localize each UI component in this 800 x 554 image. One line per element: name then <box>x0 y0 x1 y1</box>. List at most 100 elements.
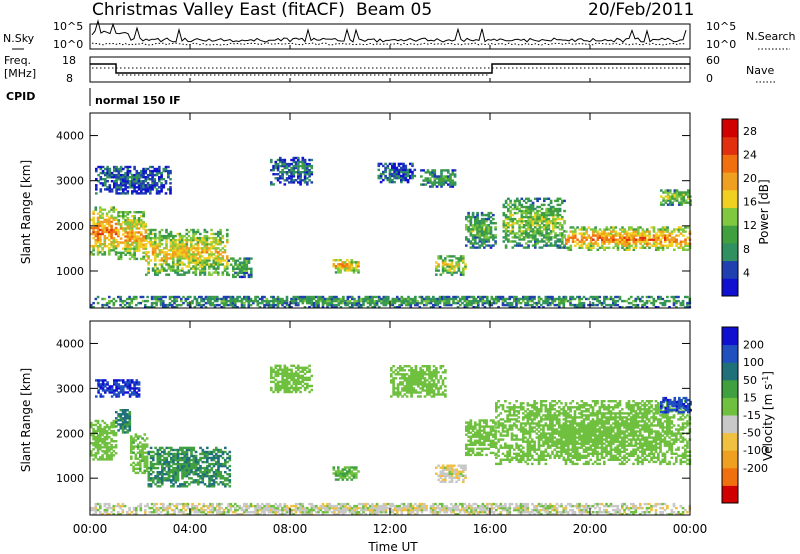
echo-cell <box>543 236 546 239</box>
echo-cell <box>534 226 537 229</box>
echo-cell <box>306 376 309 380</box>
echo-cell <box>362 297 365 301</box>
echo-cell <box>131 180 134 183</box>
echo-cell <box>185 475 189 478</box>
echo-cell <box>226 261 229 264</box>
echo-cell <box>201 450 205 454</box>
echo-cell <box>444 269 447 272</box>
echo-cell <box>616 232 620 235</box>
echo-cell <box>217 259 220 262</box>
echo-cell <box>587 303 590 307</box>
echo-cell <box>545 232 548 235</box>
echo-cell <box>643 238 647 241</box>
echo-cell <box>161 471 164 474</box>
echo-cell <box>407 297 410 301</box>
echo-cell <box>113 186 116 189</box>
echo-cell <box>215 446 218 450</box>
echo-cell <box>160 259 164 262</box>
echo-cell <box>360 306 363 309</box>
echo-cell <box>126 301 129 305</box>
echo-cell <box>283 380 287 384</box>
echo-cell <box>162 186 166 189</box>
echo-cell <box>265 299 269 303</box>
echo-cell <box>290 306 293 309</box>
echo-cell <box>224 458 227 462</box>
echo-cell <box>337 478 340 481</box>
echo-cell <box>156 448 160 452</box>
echo-cell <box>112 210 116 213</box>
echo-cell <box>400 166 403 170</box>
echo-cell <box>114 232 118 236</box>
echo-cell <box>194 255 198 258</box>
echo-cell <box>112 245 116 248</box>
echo-cell <box>308 164 311 168</box>
echo-cell <box>509 217 512 221</box>
echo-cell <box>198 303 201 307</box>
echo-cell <box>155 303 158 307</box>
echo-cell <box>119 169 123 173</box>
echo-cell <box>405 297 408 301</box>
echo-cell <box>279 160 282 164</box>
echo-cell <box>169 230 173 234</box>
echo-cell <box>276 295 280 299</box>
echo-cell <box>422 169 425 172</box>
echo-cell <box>272 295 275 299</box>
echo-cell <box>409 174 412 178</box>
echo-cell <box>155 297 158 301</box>
echo-cell <box>634 240 638 243</box>
echo-cell <box>158 477 162 480</box>
echo-cell <box>128 180 132 183</box>
echo-cell <box>128 415 132 418</box>
echo-cell <box>433 175 437 178</box>
echo-cell <box>201 477 205 480</box>
echo-cell <box>110 452 113 455</box>
echo-cell <box>163 261 166 264</box>
echo-cell <box>556 234 560 237</box>
echo-cell <box>156 245 159 248</box>
echo-cell <box>504 222 508 225</box>
echo-cell <box>303 378 307 382</box>
echo-cell <box>94 456 98 459</box>
echo-cell <box>669 199 672 202</box>
echo-cell <box>578 306 581 309</box>
echo-cell <box>442 179 446 182</box>
echo-cell <box>99 438 102 441</box>
echo-cell <box>128 419 132 422</box>
echo-cell <box>113 180 116 183</box>
echo-cell <box>128 413 132 416</box>
echo-cell <box>162 167 166 171</box>
echo-cell <box>137 211 141 214</box>
echo-cell <box>538 215 542 219</box>
echo-cell <box>440 179 443 182</box>
echo-cell <box>398 306 401 309</box>
echo-cell <box>245 265 249 268</box>
echo-cell <box>222 301 226 305</box>
echo-cell <box>444 181 448 184</box>
echo-cell <box>553 297 557 301</box>
echo-cell <box>341 470 345 473</box>
echo-cell <box>321 301 325 305</box>
echo-cell <box>194 267 198 270</box>
echo-cell <box>179 446 182 450</box>
echo-cell <box>145 238 148 242</box>
echo-cell <box>190 261 193 264</box>
echo-cell <box>513 234 517 237</box>
echo-cell <box>598 295 602 299</box>
echo-cell <box>212 238 216 242</box>
echo-cell <box>169 247 173 250</box>
echo-cell <box>518 238 521 241</box>
echo-cell <box>594 297 597 301</box>
echo-cell <box>660 189 663 192</box>
echo-cell <box>183 257 186 260</box>
echo-cell <box>666 203 670 206</box>
echo-cell <box>140 239 143 242</box>
echo-cell <box>522 295 525 299</box>
echo-cell <box>487 230 491 233</box>
echo-cell <box>292 164 296 168</box>
freq-panel: Freq. [MHz] 18 8 60 0 Nave <box>4 54 776 85</box>
echo-cell <box>299 366 302 369</box>
echo-cell <box>346 466 349 469</box>
echo-cell <box>133 186 136 189</box>
echo-cell <box>199 471 202 474</box>
echo-cell <box>357 295 361 299</box>
